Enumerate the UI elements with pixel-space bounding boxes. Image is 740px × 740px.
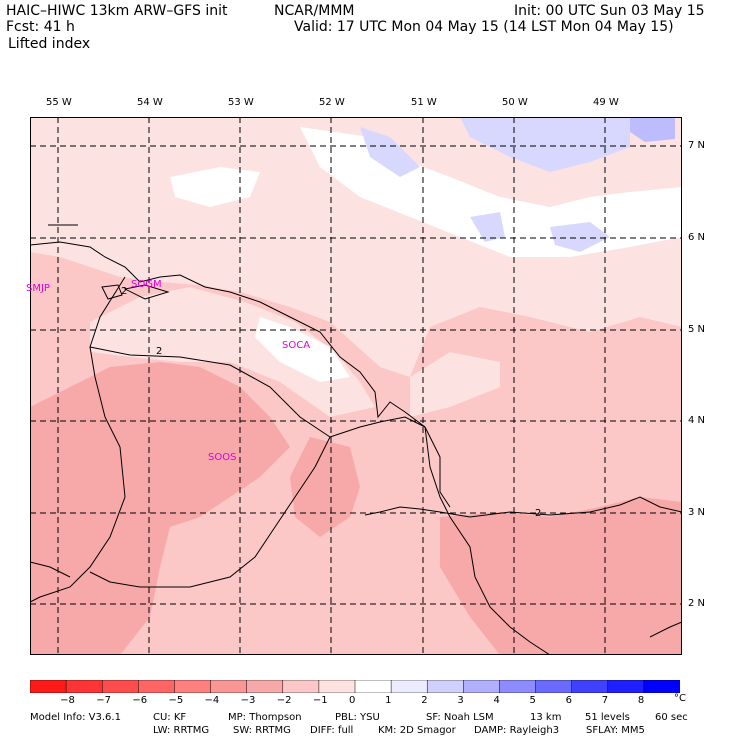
colorbar-swatch: [607, 680, 645, 693]
valid-time: Valid: 17 UTC Mon 04 May 15 (14 LST Mon …: [294, 19, 674, 35]
damping: DAMP: Rayleigh3: [474, 725, 560, 736]
field-blue-4: [470, 212, 505, 242]
cumulus-scheme: CU: KF: [153, 712, 187, 723]
colorbar-swatch: [174, 680, 212, 693]
longwave-scheme: LW: RRTMG: [153, 725, 210, 736]
field-blue-5: [550, 222, 610, 252]
colorbar-tick-label: 3: [457, 695, 464, 706]
timestep: 60 sec: [655, 712, 688, 723]
field-dark-interior: [30, 362, 290, 655]
lat-label-4n: 4 N: [688, 415, 706, 426]
colorbar-swatch: [535, 680, 573, 693]
lat-label-5n: 5 N: [688, 324, 706, 335]
coastline: [30, 224, 451, 508]
field-name: Lifted index: [8, 36, 91, 52]
field-blue-2: [460, 117, 630, 172]
microphysics-scheme: MP: Thompson: [228, 712, 302, 723]
colorbar-swatch: [390, 680, 428, 693]
km-option: KM: 2D Smagor: [378, 725, 456, 736]
colorbar-tick-label: 0: [349, 695, 356, 706]
station-label-soca: SOCA: [282, 340, 311, 351]
colorbar-tick-label: 2: [421, 695, 428, 706]
colorbar-swatch: [499, 680, 537, 693]
model-info: Model Info: V3.6.1: [30, 712, 121, 723]
colorbar-swatch: [426, 680, 465, 693]
colorbar-swatch: [246, 680, 284, 693]
colorbar-tick-label: −3: [240, 695, 256, 706]
init-time: Init: 00 UTC Sun 03 May 15: [514, 3, 705, 19]
colorbar-tick-label: −1: [312, 695, 328, 706]
field-light-coast: [90, 287, 375, 417]
colorbar-tick-label: −4: [204, 695, 220, 706]
colorbar-swatch: [30, 680, 67, 693]
colorbar-swatch: [65, 680, 103, 693]
lat-label-3n: 3 N: [688, 507, 706, 518]
colorbar-tick-label: 6: [565, 695, 573, 706]
colorbar-tick-label: −8: [60, 695, 75, 706]
colorbar-swatch: [318, 680, 356, 693]
colorbar-swatch: [282, 680, 320, 693]
colorbar-swatch: [101, 680, 140, 693]
colorbar-tick-label: 4: [493, 695, 500, 706]
colorbar-tick-label: 7: [601, 695, 609, 706]
levels: 51 levels: [585, 712, 630, 723]
lat-label-6n: 6 N: [688, 232, 706, 243]
colorbar-swatch: [463, 680, 501, 693]
contour-label: 2: [121, 286, 128, 297]
field-blue-3: [630, 117, 675, 142]
colorbar-swatch: [210, 680, 248, 693]
colorbar-swatch: [138, 680, 176, 693]
borders: [30, 276, 682, 655]
colorbar-swatch: [354, 680, 392, 693]
pbl-scheme: PBL: YSU: [335, 712, 380, 723]
lon-label-54w: 54 W: [137, 97, 163, 108]
field-dark-central: [290, 437, 360, 537]
lifted-index-map: [30, 117, 682, 655]
diffusion: DIFF: full: [310, 725, 354, 736]
field-light-east: [410, 352, 500, 417]
shortwave-scheme: SW: RRTMG: [233, 725, 291, 736]
contour-label: 2: [535, 508, 542, 519]
colorbar-tick-label: −7: [96, 695, 111, 706]
colorbar-tick-label: 8: [637, 695, 645, 706]
lon-label-55w: 55 W: [46, 97, 72, 108]
station-label-soos: SOOS: [208, 452, 237, 463]
surface-scheme: SF: Noah LSM: [426, 712, 494, 723]
field-white-3: [255, 317, 350, 382]
colorbar-tick-label: −6: [132, 695, 148, 706]
colorbar-swatch: [571, 680, 609, 693]
colorbar-tick-label: −5: [168, 695, 184, 706]
map-frame: [30, 117, 682, 655]
colorbar-swatch: [643, 680, 680, 693]
lon-label-50w: 50 W: [502, 97, 528, 108]
lat-label-7n: 7 N: [688, 140, 706, 151]
lon-label-52w: 52 W: [319, 97, 345, 108]
colorbar-unit: °C: [674, 693, 686, 704]
lon-label-53w: 53 W: [228, 97, 254, 108]
colorbar: [30, 680, 680, 693]
station-label-smjp: SMJP: [26, 283, 50, 294]
lon-label-51w: 51 W: [411, 97, 437, 108]
colorbar-tick-label: −2: [276, 695, 292, 706]
model-title: HAIC–HIWC 13km ARW–GFS init: [6, 3, 228, 19]
lon-label-49w: 49 W: [593, 97, 619, 108]
forecast-hour: Fcst: 41 h: [6, 19, 75, 35]
contour-label: 2: [156, 346, 163, 357]
colorbar-tick-label: 5: [529, 695, 536, 706]
field-dark-southeast: [440, 497, 682, 655]
station-label-sogm: SOGM: [131, 279, 162, 290]
org-label: NCAR/MMM: [274, 3, 355, 19]
field-white-1: [170, 167, 260, 207]
colorbar-tick-label: 1: [385, 695, 392, 706]
grid-spacing: 13 km: [530, 712, 562, 723]
surface-layer: SFLAY: MM5: [586, 725, 645, 736]
field-blue-1: [360, 127, 420, 177]
lat-label-2n: 2 N: [688, 598, 706, 609]
